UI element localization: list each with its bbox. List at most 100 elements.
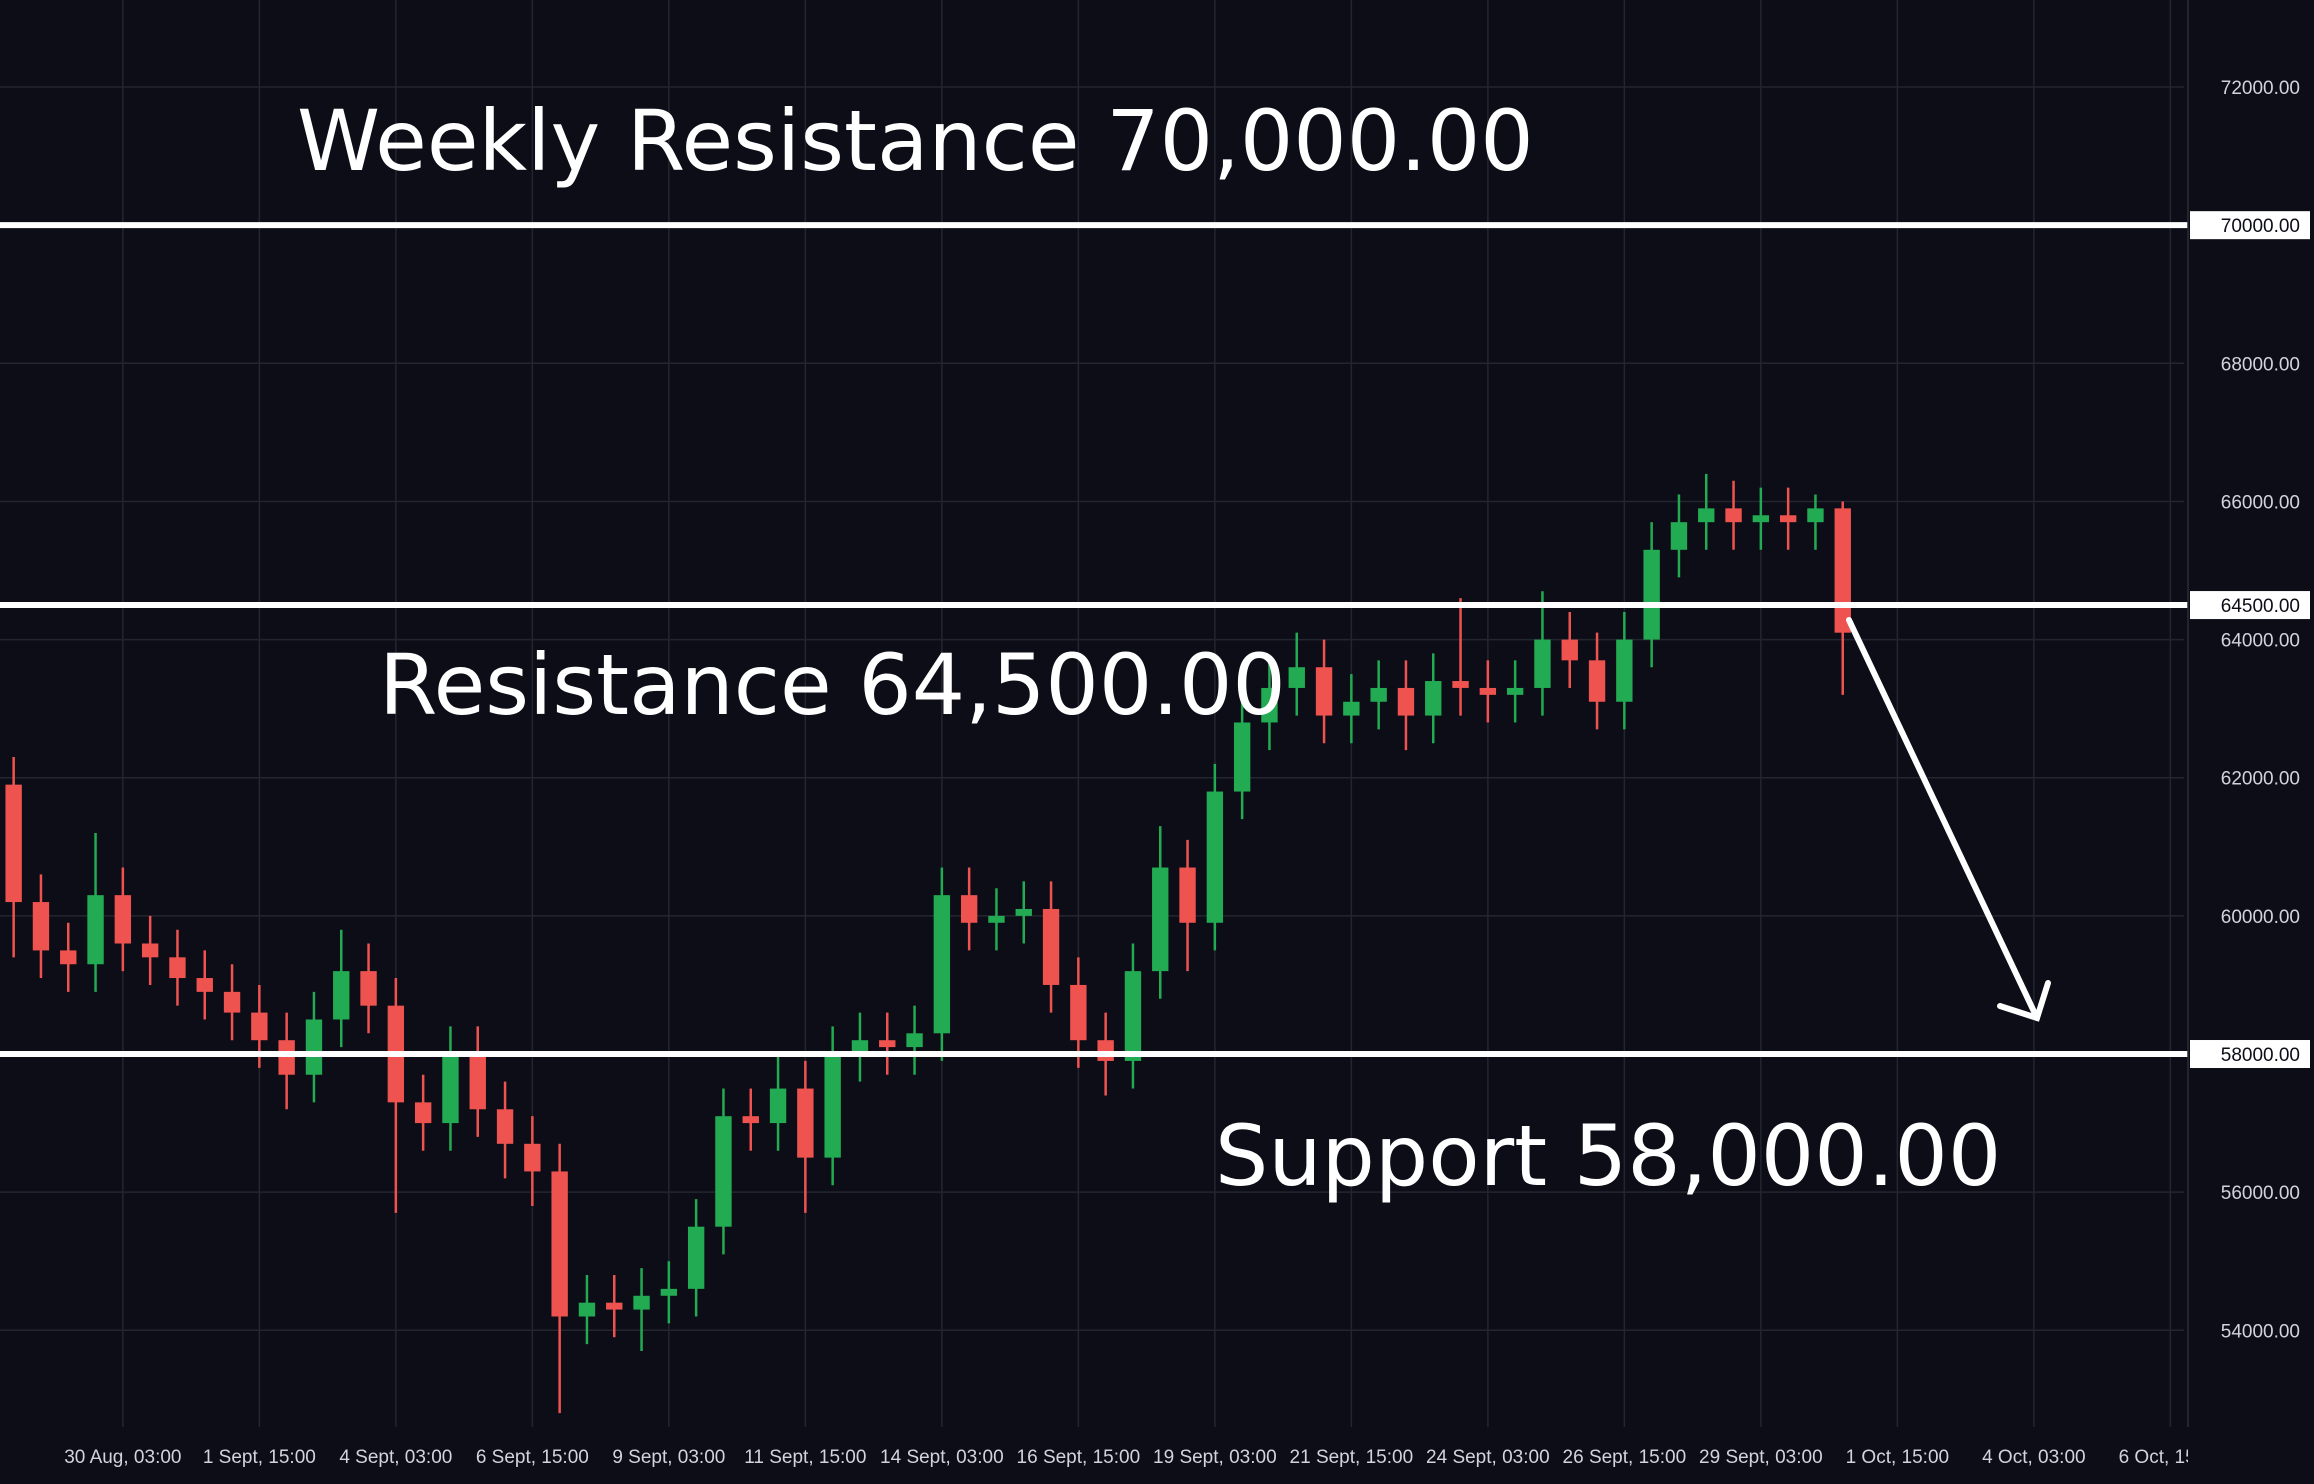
annotation: Support 58,000.00	[1215, 1107, 2001, 1205]
annotation: Resistance 64,500.00	[379, 636, 1286, 734]
candle-body	[1070, 984, 1087, 1041]
candle-body	[524, 1143, 541, 1172]
x-tick-label: 1 Sept, 15:00	[203, 1447, 316, 1468]
candle-body	[333, 971, 350, 1020]
candle-body	[1288, 667, 1305, 688]
candle-body	[141, 943, 159, 958]
candle-body	[660, 1288, 678, 1296]
candle-body	[442, 1054, 459, 1124]
x-tick-label: 19 Sept, 03:00	[1153, 1447, 1277, 1468]
candle-body	[360, 971, 377, 1006]
candle-body	[1097, 1040, 1114, 1061]
candle-body	[469, 1054, 486, 1110]
candle-body	[496, 1109, 514, 1144]
candle-body	[1233, 722, 1251, 792]
candle-body	[223, 991, 241, 1013]
candle-body	[1588, 660, 1606, 702]
y-tick-label: 66000.00	[2221, 492, 2300, 513]
candle-body	[1534, 639, 1551, 688]
x-tick-label: 30 Aug, 03:00	[64, 1447, 181, 1468]
candle-body	[606, 1302, 623, 1310]
x-tick-label: 6 Sept, 15:00	[476, 1447, 589, 1468]
candle-body	[1261, 687, 1278, 723]
candle-body	[1670, 522, 1688, 550]
candle-body	[1370, 687, 1387, 702]
candle-body	[1643, 549, 1660, 640]
candle-body	[906, 1033, 923, 1048]
candle-body	[169, 957, 186, 979]
candle-body	[1506, 687, 1524, 695]
y-tick-label: 72000.00	[2221, 78, 2300, 99]
level-tag-label: 58000.00	[2221, 1045, 2300, 1066]
candle-body	[633, 1295, 650, 1310]
level-tag	[2190, 1040, 2310, 1069]
annotation: Weekly Resistance 70,000.00	[297, 92, 1534, 190]
candle-body	[551, 1171, 568, 1317]
candle-body	[1343, 701, 1360, 716]
candle-body	[933, 895, 951, 1034]
candle-body	[1561, 639, 1578, 661]
candle-body	[414, 1102, 432, 1124]
y-tick-label: 54000.00	[2221, 1321, 2300, 1342]
candle-body	[824, 1054, 841, 1158]
price-axis	[2188, 0, 2314, 1484]
y-tick-label: 64000.00	[2221, 631, 2300, 652]
x-tick-label: 26 Sept, 15:00	[1563, 1447, 1687, 1468]
x-tick-label: 16 Sept, 15:00	[1017, 1447, 1141, 1468]
candle-body	[1779, 515, 1797, 523]
y-tick-label: 62000.00	[2221, 769, 2300, 790]
x-tick-label: 11 Sept, 15:00	[744, 1447, 866, 1468]
candle-body	[687, 1226, 705, 1289]
y-tick-label: 56000.00	[2221, 1183, 2300, 1204]
level-tag-label: 64500.00	[2221, 596, 2300, 617]
candle-body	[1042, 908, 1060, 985]
x-tick-label: 9 Sept, 03:00	[612, 1447, 725, 1468]
candle-body	[742, 1116, 759, 1124]
x-tick-label: 4 Oct, 03:00	[1982, 1447, 2086, 1468]
x-tick-label: 24 Sept, 03:00	[1426, 1447, 1550, 1468]
candle-body	[32, 902, 50, 951]
candle-body	[114, 895, 132, 944]
candle-body	[196, 978, 213, 992]
candle-body	[1834, 508, 1851, 633]
candle-body	[1616, 639, 1633, 702]
candle-body	[1752, 515, 1770, 523]
candle-body	[5, 784, 22, 903]
candle-body	[1015, 908, 1032, 916]
candle-body	[988, 915, 1005, 923]
x-tick-label: 14 Sept, 03:00	[880, 1447, 1004, 1468]
candle-body	[1397, 687, 1415, 716]
candle-body	[715, 1116, 732, 1227]
candle-body	[1124, 971, 1142, 1061]
candle-body	[87, 895, 104, 965]
candle-body	[1152, 867, 1169, 972]
candle-body	[1425, 681, 1442, 716]
level-tag-label: 70000.00	[2221, 216, 2300, 237]
level-tag	[2190, 211, 2310, 240]
candle-body	[879, 1040, 896, 1048]
candle-body	[769, 1088, 787, 1124]
candle-body	[1179, 867, 1196, 923]
candle-body	[1479, 687, 1497, 695]
x-tick-label: 4 Sept, 03:00	[339, 1447, 452, 1468]
candle-body	[1452, 681, 1469, 688]
y-tick-label: 68000.00	[2221, 354, 2300, 375]
x-tick-label: 29 Sept, 03:00	[1699, 1447, 1823, 1468]
candle-body	[960, 895, 978, 923]
candle-body	[1725, 508, 1742, 523]
trend-arrow	[1846, 617, 2051, 1022]
candle-body	[797, 1088, 814, 1158]
x-tick-label: 21 Sept, 15:00	[1290, 1447, 1414, 1468]
candle-body	[305, 1019, 323, 1075]
candle-body	[60, 950, 77, 965]
level-tag	[2190, 591, 2310, 620]
candle-body	[1315, 667, 1333, 716]
candle-body	[1698, 508, 1715, 523]
candle-body	[278, 1040, 295, 1075]
candle-body	[1807, 508, 1824, 523]
candle-body	[251, 1012, 268, 1041]
candle-body	[578, 1302, 596, 1317]
candle-body	[1206, 791, 1224, 923]
